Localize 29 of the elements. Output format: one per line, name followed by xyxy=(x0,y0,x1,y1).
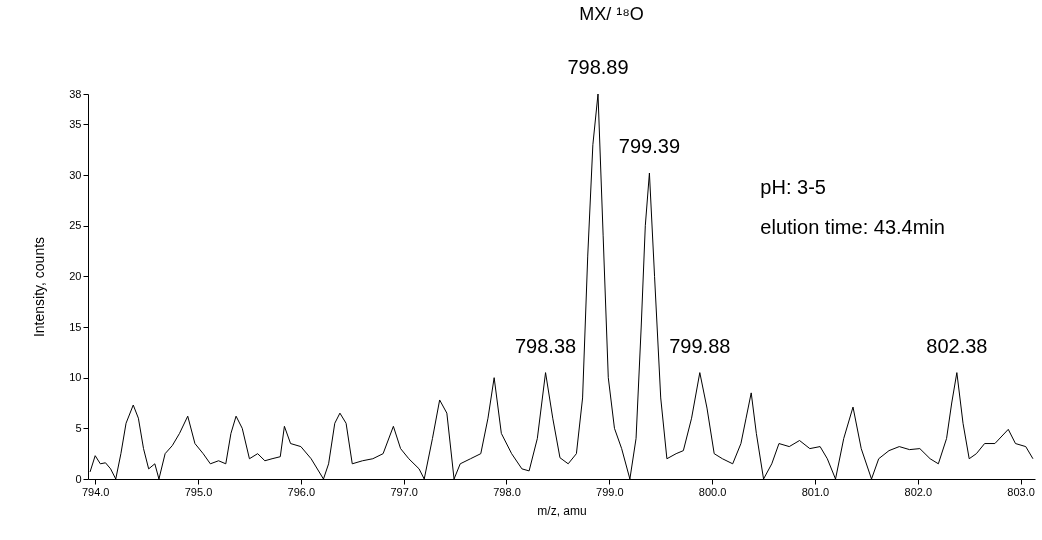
annotation: elution time: 43.4min xyxy=(760,216,945,239)
y-tick-label: 30 xyxy=(69,168,82,181)
y-tick-label: 38 xyxy=(69,87,82,100)
y-tick-label: 35 xyxy=(69,117,82,130)
y-tick-label: 5 xyxy=(75,421,82,434)
y-tick-label: 10 xyxy=(69,371,82,384)
x-tick-label: 803.0 xyxy=(1007,485,1035,498)
x-tick-label: 799.0 xyxy=(596,485,624,498)
y-tick-label: 25 xyxy=(69,219,82,232)
y-axis-title: Intensity, counts xyxy=(31,236,48,338)
annotation: 799.39 xyxy=(618,135,680,158)
x-tick-label: 794.0 xyxy=(81,485,110,498)
annotation: 798.38 xyxy=(514,334,577,357)
chart-title: MX/ ¹⁸O xyxy=(579,4,644,24)
y-tick-label: 0 xyxy=(75,472,82,485)
annotation: 802.38 xyxy=(926,334,988,357)
annotation: 799.88 xyxy=(669,334,731,357)
y-tick-label: 20 xyxy=(69,269,82,282)
x-axis-title: m/z, amu xyxy=(537,503,587,518)
x-tick-label: 795.0 xyxy=(184,485,213,498)
x-tick-label: 796.0 xyxy=(287,485,316,498)
annotation: 798.89 xyxy=(567,56,629,78)
annotation: pH: 3-5 xyxy=(760,176,826,199)
x-tick-label: 797.0 xyxy=(390,485,418,498)
y-tick-label: 15 xyxy=(69,320,82,333)
x-tick-label: 801.0 xyxy=(801,485,830,498)
x-tick-label: 800.0 xyxy=(698,485,727,498)
x-tick-label: 802.0 xyxy=(904,485,933,498)
x-tick-label: 798.0 xyxy=(493,485,521,498)
